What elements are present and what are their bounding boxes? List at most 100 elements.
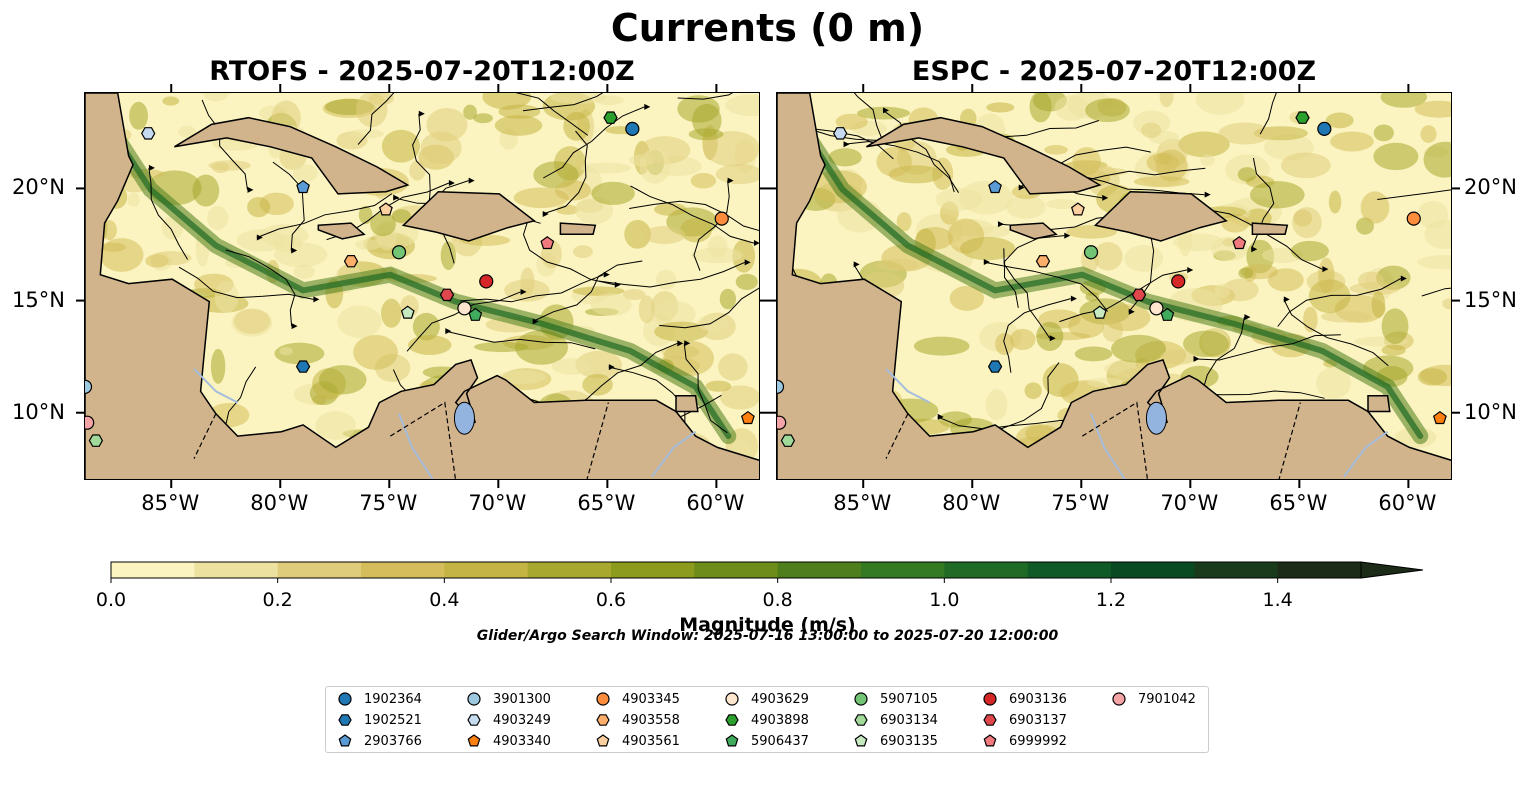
colorbar-segment — [861, 562, 945, 578]
legend-marker-icon — [725, 714, 739, 726]
colorbar-extend-arrow — [1360, 561, 1424, 579]
colorbar-segment — [277, 562, 362, 578]
legend-marker-icon — [854, 714, 868, 726]
country-border — [193, 413, 217, 459]
legend-label: 4903249 — [493, 712, 551, 728]
colorbar-segment — [777, 562, 862, 578]
legend-label: 4903340 — [493, 733, 551, 749]
float-marker-4903340 — [740, 410, 755, 425]
legend-item-4903340: 4903340 — [465, 731, 551, 751]
river — [398, 413, 434, 479]
x-tick-label: 75°W — [359, 491, 418, 515]
legend-marker-icon — [338, 714, 352, 726]
legend-label: 4903345 — [622, 691, 680, 707]
float-marker-4903249 — [833, 127, 848, 140]
legend-marker-icon — [596, 692, 610, 706]
legend-item-6903134: 6903134 — [852, 710, 938, 730]
legend-marker — [1112, 692, 1126, 706]
land-polygon — [675, 395, 699, 413]
legend-marker — [338, 734, 352, 747]
float-marker-4903561 — [1070, 202, 1085, 216]
colorbar-frame — [110, 561, 1362, 579]
legend-label: 4903898 — [751, 712, 809, 728]
float-marker-1902364 — [1317, 121, 1332, 136]
float-marker-6999992 — [1232, 236, 1247, 250]
country-border — [586, 402, 609, 479]
float-marker-7901042 — [777, 415, 787, 430]
legend-marker — [725, 714, 739, 726]
colorbar-tick-label: 1.4 — [1262, 589, 1293, 611]
legend-marker — [596, 714, 610, 726]
float-marker-4903898 — [603, 111, 618, 124]
legend-marker — [467, 692, 481, 706]
x-tick-label: 65°W — [1269, 491, 1328, 515]
float-marker-7901042 — [85, 415, 95, 430]
legend-label: 2903766 — [364, 733, 422, 749]
legend-marker — [983, 692, 997, 706]
rtofs-map — [84, 92, 760, 480]
legend-item-4903629: 4903629 — [723, 689, 809, 709]
legend-label: 1902521 — [364, 712, 422, 728]
lake-maracaibo — [1145, 401, 1167, 435]
float-marker-4903558 — [1035, 255, 1051, 268]
float-marker-1902364 — [625, 121, 640, 136]
legend-marker — [854, 714, 868, 726]
legend-marker — [854, 692, 868, 706]
colorbar-segment — [1027, 562, 1112, 578]
legend-item-6903137: 6903137 — [981, 710, 1067, 730]
legend-label: 4903629 — [751, 691, 809, 707]
y-tick-label-right: 15°N — [1464, 287, 1517, 312]
float-marker-4903249 — [141, 127, 156, 140]
colorbar-segment — [111, 562, 195, 578]
legend-label: 6903137 — [1009, 712, 1067, 728]
x-tick-label: 85°W — [141, 491, 200, 515]
colorbar-tick-label: 1.2 — [1095, 589, 1127, 611]
legend-label: 6903134 — [880, 712, 938, 728]
legend-marker-icon — [596, 714, 610, 726]
search-window-note: Glider/Argo Search Window: 2025-07-16 13… — [476, 628, 1059, 644]
float-legend: 1902364 1902521 2903766 3901300 4903249 49033… — [325, 686, 1209, 753]
legend-marker — [596, 734, 610, 747]
colorbar — [110, 561, 1424, 583]
x-tick-label: 70°W — [1160, 491, 1219, 515]
legend-label: 1902364 — [364, 691, 422, 707]
land-polygon — [174, 116, 410, 195]
float-marker-2903766 — [296, 179, 310, 194]
legend-item-5907105: 5907105 — [852, 689, 938, 709]
rtofs-map-svg — [85, 93, 759, 479]
river — [885, 368, 931, 404]
legend-item-6999992: 6999992 — [981, 731, 1067, 751]
float-marker-5907105 — [391, 245, 407, 260]
float-marker-4903898 — [1295, 111, 1310, 124]
float-marker-1902521 — [295, 360, 311, 373]
land-polygon — [1093, 190, 1228, 242]
legend-marker-icon — [725, 734, 739, 747]
lake-maracaibo — [453, 401, 475, 435]
x-tick-label: 70°W — [468, 491, 527, 515]
legend-marker-icon — [983, 692, 997, 706]
legend-label: 7901042 — [1138, 691, 1196, 707]
float-marker-4903629 — [1149, 301, 1164, 316]
land-polygon — [85, 93, 759, 479]
river — [651, 430, 697, 478]
x-tick-label: 85°W — [833, 491, 892, 515]
x-tick-label: 75°W — [1051, 491, 1110, 515]
legend-marker-icon — [467, 734, 481, 747]
legend-marker-icon — [854, 692, 868, 706]
colorbar-segment — [194, 562, 279, 578]
legend-label: 6903136 — [1009, 691, 1067, 707]
legend-item-6903136: 6903136 — [981, 689, 1067, 709]
legend-item-4903249: 4903249 — [465, 710, 551, 730]
land-polygon — [777, 93, 1451, 479]
y-tick-label-left: 20°N — [12, 175, 65, 200]
legend-label: 4903558 — [622, 712, 680, 728]
land-polygon — [866, 116, 1102, 195]
colorbar-segment — [1194, 562, 1279, 578]
country-border — [389, 401, 457, 479]
legend-item-5906437: 5906437 — [723, 731, 809, 751]
legend-marker-icon — [596, 734, 610, 747]
legend-marker — [854, 734, 868, 747]
y-tick-label-right: 20°N — [1464, 175, 1517, 200]
colorbar-tick-label: 0.2 — [262, 589, 293, 611]
colorbar-label: Magnitude (m/s) — [679, 614, 856, 636]
